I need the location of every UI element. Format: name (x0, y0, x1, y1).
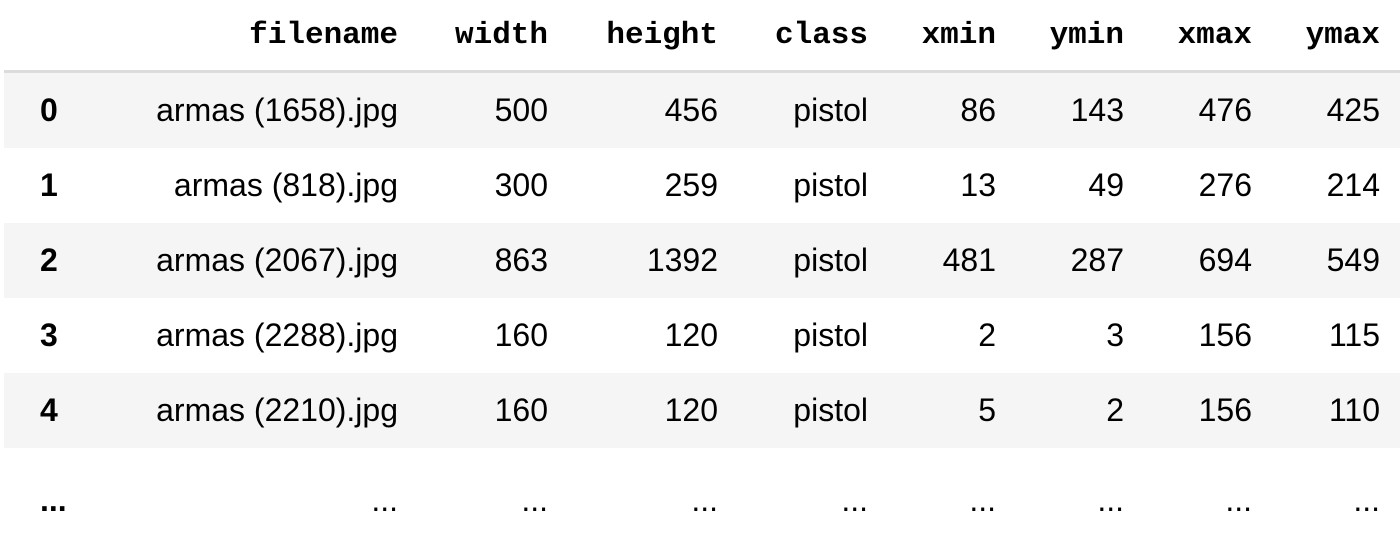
header-class: class (740, 0, 890, 72)
table-body: 0 armas (1658).jpg 500 456 pistol 86 143… (4, 72, 1400, 540)
cell-xmax: 156 (1146, 373, 1274, 448)
table-row: 0 armas (1658).jpg 500 456 pistol 86 143… (4, 72, 1400, 149)
ellipsis-filename: ... (100, 448, 420, 540)
row-index: 3 (4, 298, 100, 373)
table-header: filename width height class xmin ymin xm… (4, 0, 1400, 72)
cell-xmax: 156 (1146, 298, 1274, 373)
cell-class: pistol (740, 148, 890, 223)
cell-width: 300 (420, 148, 570, 223)
cell-ymax: 425 (1274, 72, 1400, 149)
cell-height: 120 (570, 373, 740, 448)
cell-filename: armas (2288).jpg (100, 298, 420, 373)
row-index: 4 (4, 373, 100, 448)
cell-ymin: 3 (1018, 298, 1146, 373)
row-index: 2 (4, 223, 100, 298)
cell-width: 160 (420, 373, 570, 448)
cell-height: 1392 (570, 223, 740, 298)
header-row: filename width height class xmin ymin xm… (4, 0, 1400, 72)
cell-xmax: 476 (1146, 72, 1274, 149)
cell-class: pistol (740, 373, 890, 448)
row-index: 1 (4, 148, 100, 223)
table-row: 3 armas (2288).jpg 160 120 pistol 2 3 15… (4, 298, 1400, 373)
cell-filename: armas (1658).jpg (100, 72, 420, 149)
cell-filename: armas (2067).jpg (100, 223, 420, 298)
cell-width: 500 (420, 72, 570, 149)
cell-height: 120 (570, 298, 740, 373)
header-height: height (570, 0, 740, 72)
cell-xmin: 13 (890, 148, 1018, 223)
ellipsis-index: ... (4, 448, 100, 540)
header-width: width (420, 0, 570, 72)
cell-height: 259 (570, 148, 740, 223)
cell-ymax: 549 (1274, 223, 1400, 298)
ellipsis-row: ... ... ... ... ... ... ... ... ... (4, 448, 1400, 540)
ellipsis-class: ... (740, 448, 890, 540)
cell-filename: armas (2210).jpg (100, 373, 420, 448)
cell-xmin: 86 (890, 72, 1018, 149)
ellipsis-xmin: ... (890, 448, 1018, 540)
header-ymax: ymax (1274, 0, 1400, 72)
cell-xmin: 2 (890, 298, 1018, 373)
cell-xmin: 481 (890, 223, 1018, 298)
table-row: 2 armas (2067).jpg 863 1392 pistol 481 2… (4, 223, 1400, 298)
cell-xmax: 694 (1146, 223, 1274, 298)
header-ymin: ymin (1018, 0, 1146, 72)
cell-ymin: 49 (1018, 148, 1146, 223)
cell-xmin: 5 (890, 373, 1018, 448)
header-xmax: xmax (1146, 0, 1274, 72)
cell-ymax: 214 (1274, 148, 1400, 223)
cell-width: 863 (420, 223, 570, 298)
ellipsis-width: ... (420, 448, 570, 540)
dataframe-table: filename width height class xmin ymin xm… (4, 0, 1400, 540)
cell-xmax: 276 (1146, 148, 1274, 223)
ellipsis-xmax: ... (1146, 448, 1274, 540)
cell-ymin: 2 (1018, 373, 1146, 448)
cell-height: 456 (570, 72, 740, 149)
cell-class: pistol (740, 72, 890, 149)
cell-width: 160 (420, 298, 570, 373)
table-row: 1 armas (818).jpg 300 259 pistol 13 49 2… (4, 148, 1400, 223)
cell-class: pistol (740, 298, 890, 373)
cell-filename: armas (818).jpg (100, 148, 420, 223)
ellipsis-height: ... (570, 448, 740, 540)
cell-ymin: 287 (1018, 223, 1146, 298)
header-index-cell (4, 0, 100, 72)
row-index: 0 (4, 72, 100, 149)
table-row: 4 armas (2210).jpg 160 120 pistol 5 2 15… (4, 373, 1400, 448)
header-filename: filename (100, 0, 420, 72)
cell-ymin: 143 (1018, 72, 1146, 149)
ellipsis-ymin: ... (1018, 448, 1146, 540)
cell-class: pistol (740, 223, 890, 298)
ellipsis-ymax: ... (1274, 448, 1400, 540)
cell-ymax: 115 (1274, 298, 1400, 373)
header-xmin: xmin (890, 0, 1018, 72)
cell-ymax: 110 (1274, 373, 1400, 448)
